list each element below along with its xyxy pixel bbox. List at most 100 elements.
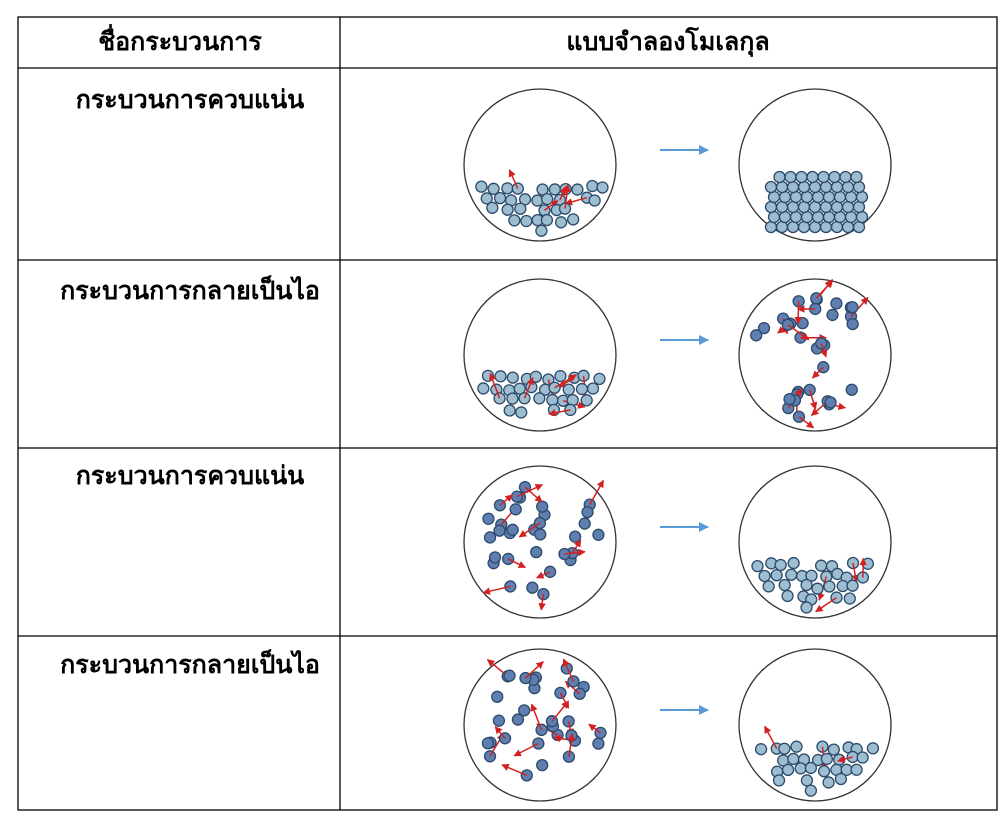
molecule — [790, 740, 803, 753]
motion-arrow — [516, 484, 544, 498]
container — [738, 88, 892, 242]
molecule — [515, 406, 528, 419]
molecule — [520, 214, 533, 228]
molecule — [795, 170, 808, 184]
molecule — [541, 192, 554, 206]
molecule — [540, 213, 554, 227]
motion-arrow — [851, 562, 859, 583]
process-name: กระบวนการกลายเป็นไอ — [60, 649, 320, 679]
molecule — [491, 690, 504, 703]
molecule — [546, 393, 559, 407]
molecule — [856, 751, 869, 764]
molecule — [767, 210, 781, 224]
molecule — [562, 383, 575, 396]
molecule — [518, 193, 532, 206]
motion-arrow — [507, 558, 527, 569]
molecule — [800, 578, 813, 592]
molecule — [586, 382, 600, 395]
molecule — [571, 183, 584, 196]
molecule — [822, 190, 836, 204]
molecule — [827, 743, 840, 756]
molecule — [581, 506, 594, 519]
molecule — [800, 210, 814, 224]
molecule — [844, 210, 858, 224]
motion-arrow — [798, 416, 815, 429]
molecule — [844, 190, 858, 204]
molecule — [811, 190, 825, 204]
molecule — [808, 200, 822, 214]
molecule — [492, 714, 506, 727]
molecule — [757, 321, 771, 335]
molecule — [830, 297, 843, 310]
header-cell: ชื่อกระบวนการ — [98, 24, 262, 56]
motion-arrow — [530, 703, 543, 731]
molecule — [554, 369, 567, 383]
molecule — [575, 382, 589, 396]
process-name: กระบวนการกลายเป็นไอ — [60, 275, 320, 305]
container — [738, 648, 892, 802]
motion-arrow — [524, 661, 544, 679]
motion-arrow — [518, 522, 541, 538]
motion-arrow — [554, 374, 577, 389]
molecule — [786, 180, 800, 194]
molecule — [775, 200, 789, 214]
molecule — [789, 190, 803, 204]
molecule — [797, 180, 811, 194]
molecule — [502, 552, 515, 566]
molecule — [487, 182, 500, 195]
molecule — [817, 170, 830, 184]
molecule — [593, 372, 606, 386]
molecule — [784, 170, 797, 184]
molecule — [513, 382, 526, 395]
motion-arrow — [837, 755, 853, 763]
molecule — [503, 669, 516, 682]
molecule — [772, 774, 786, 787]
table-grid — [17, 16, 998, 811]
molecule — [781, 763, 795, 776]
motion-arrow — [562, 658, 575, 682]
motion-arrow — [482, 585, 511, 595]
molecule — [843, 592, 856, 605]
molecule — [774, 558, 787, 572]
motion-arrow — [808, 389, 818, 410]
molecule-models — [463, 88, 892, 802]
molecule — [787, 752, 800, 766]
molecule — [506, 523, 519, 536]
molecule — [493, 524, 506, 537]
molecule — [578, 517, 591, 530]
molecule — [548, 183, 561, 196]
molecule — [789, 210, 803, 224]
molecule — [503, 404, 516, 417]
molecule — [834, 772, 848, 786]
molecule — [580, 394, 593, 407]
motion-arrow — [523, 376, 534, 399]
motion-arrow — [508, 169, 519, 189]
molecule — [845, 383, 858, 396]
molecule — [804, 784, 818, 797]
molecule — [866, 742, 880, 755]
molecule — [786, 220, 800, 234]
molecule — [800, 774, 814, 787]
header-cell: แบบจำลองโมเลกุล — [566, 26, 769, 58]
molecule — [511, 713, 525, 726]
molecule — [764, 180, 778, 194]
molecule — [833, 190, 847, 204]
motion-arrow — [544, 199, 559, 211]
molecule — [506, 392, 519, 405]
motion-arrow — [787, 324, 810, 341]
motion-arrow — [820, 343, 828, 358]
molecule — [501, 182, 514, 195]
molecule — [480, 192, 493, 205]
molecule — [819, 200, 833, 214]
molecule — [839, 170, 852, 184]
molecule — [804, 761, 818, 775]
container — [463, 278, 617, 432]
molecule — [475, 180, 488, 193]
molecule — [754, 743, 768, 756]
molecule — [806, 170, 819, 184]
molecule — [481, 737, 495, 750]
molecule — [514, 202, 527, 215]
molecule — [535, 224, 548, 237]
molecule — [501, 203, 514, 216]
